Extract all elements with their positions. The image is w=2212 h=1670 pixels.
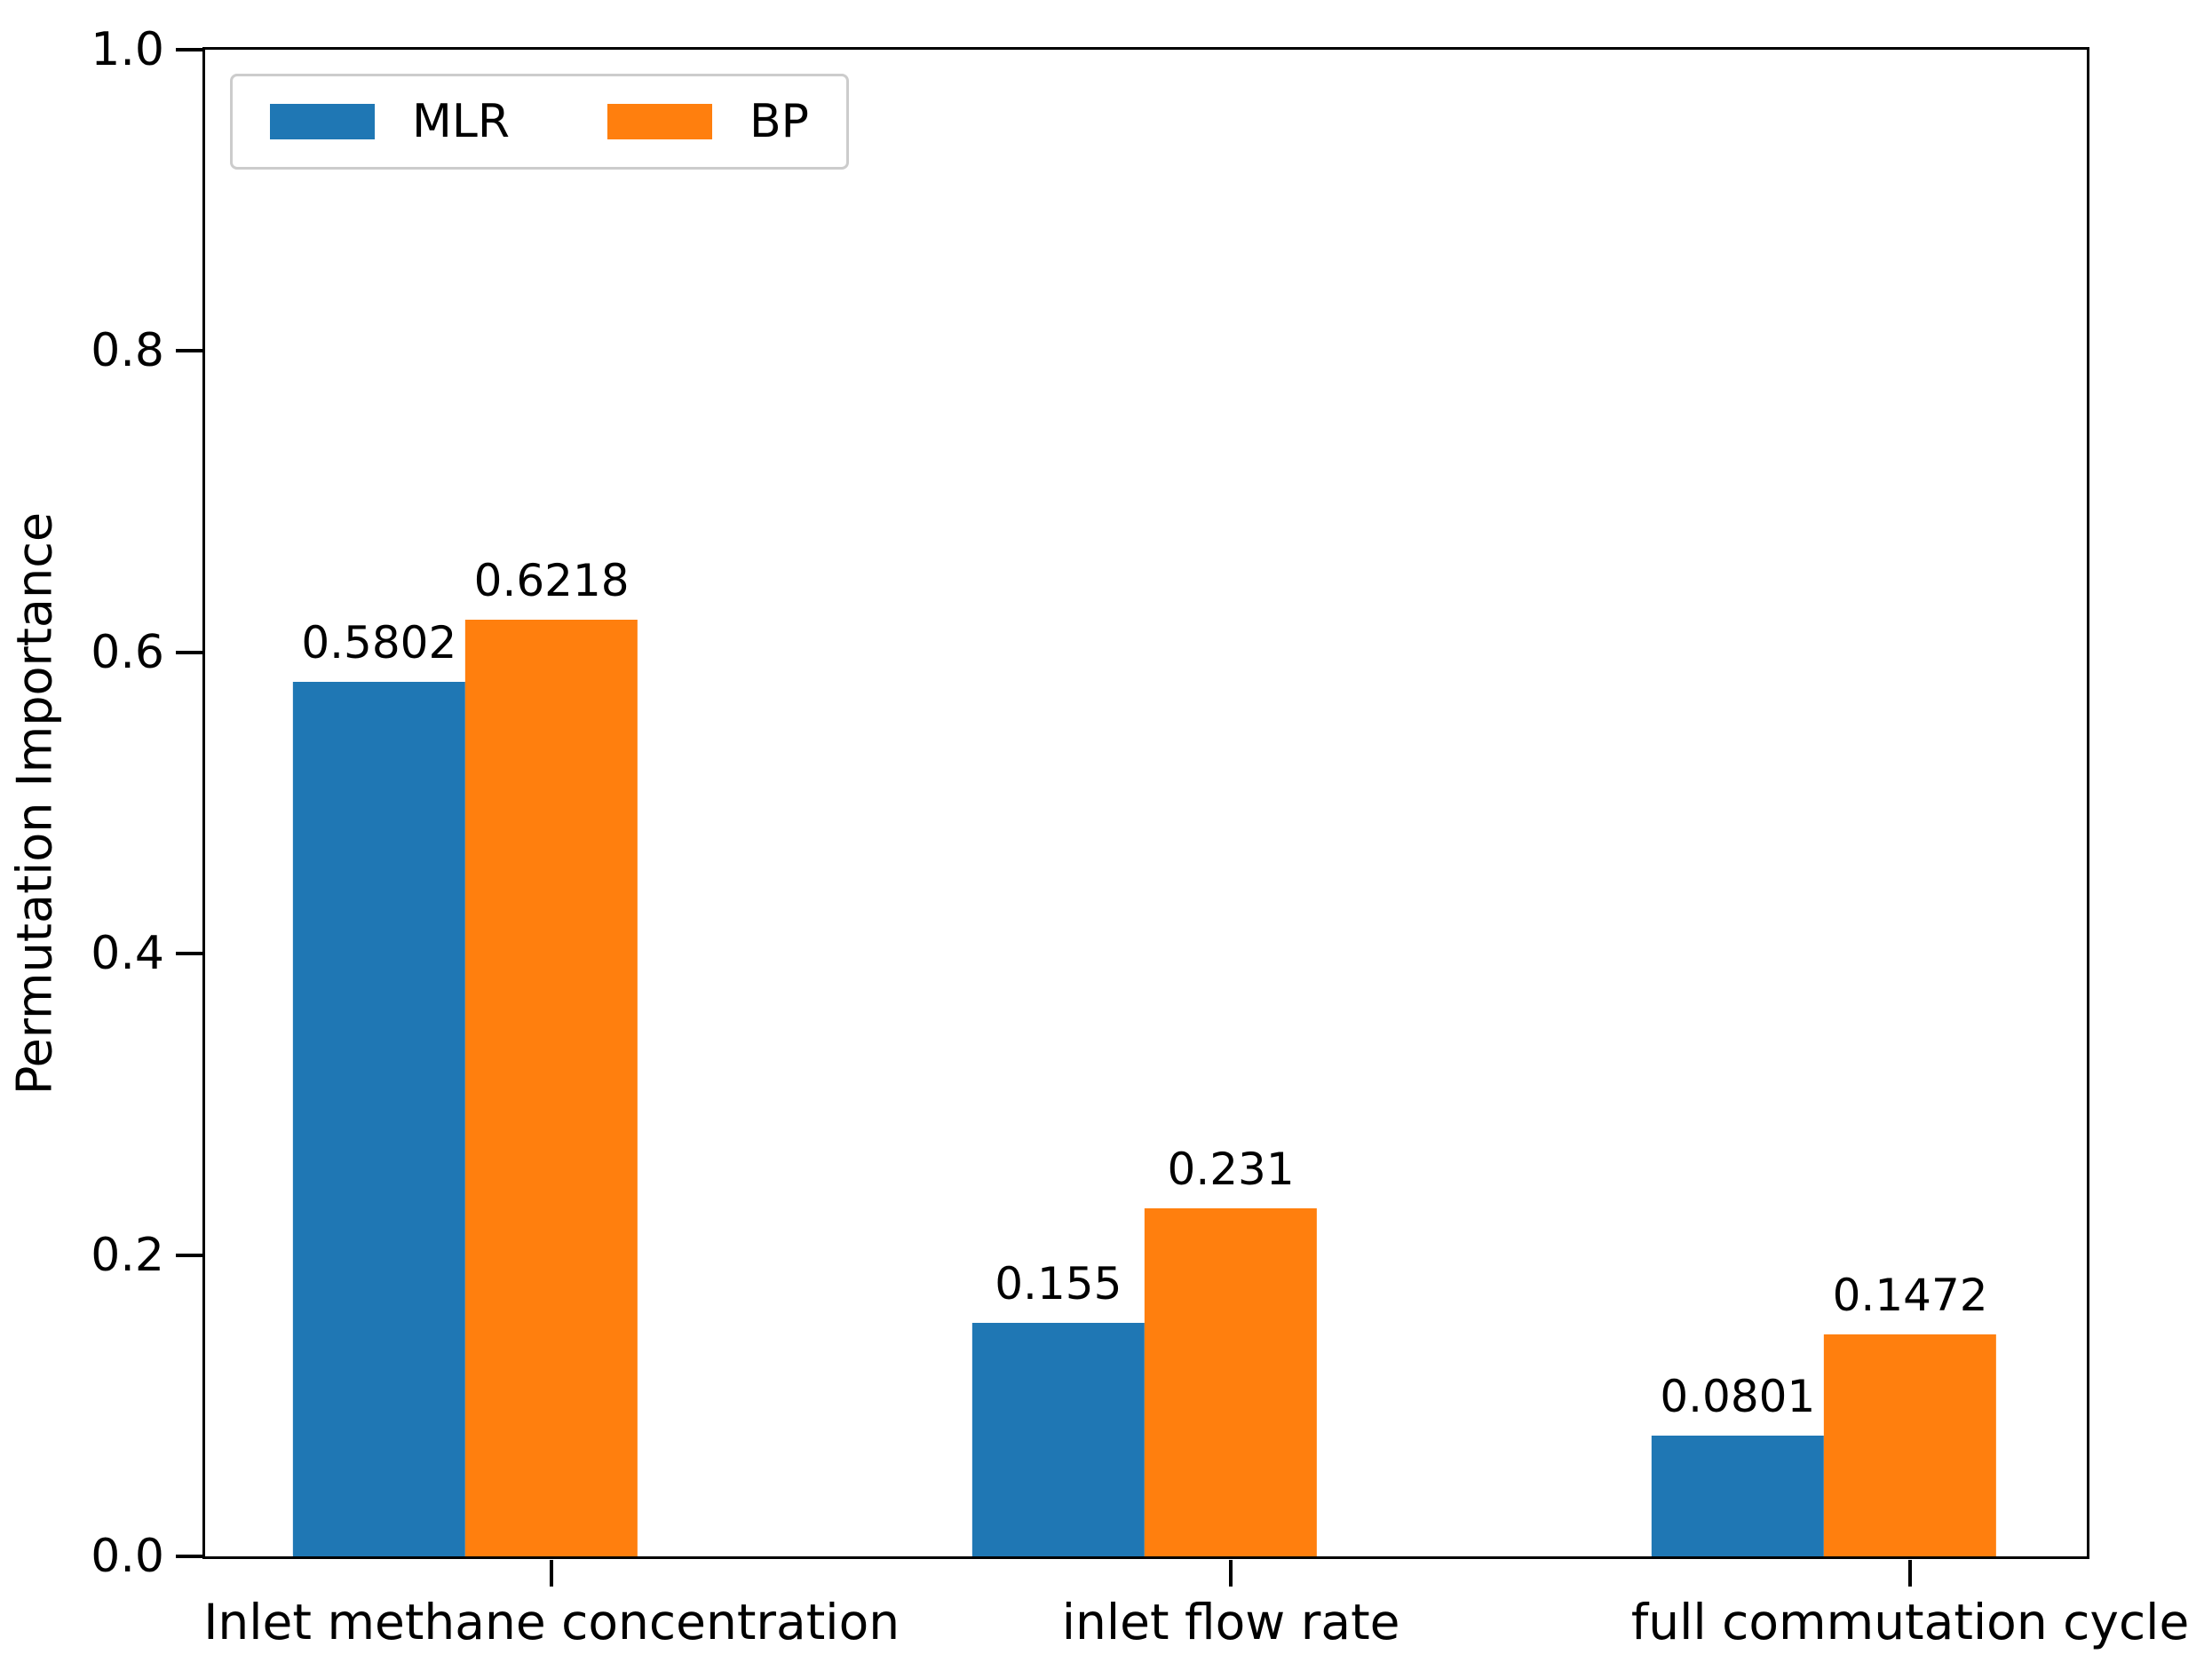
legend-label: BP: [749, 95, 809, 148]
x-tick-label: Inlet methane concentration: [203, 1594, 900, 1650]
y-tick-label: 0.2: [91, 1228, 164, 1282]
legend-entry-mlr: MLR: [270, 99, 510, 145]
legend-entry-bp: BP: [607, 99, 809, 145]
x-tick-mark: [1229, 1560, 1233, 1587]
bar-value-label: 0.1472: [1832, 1270, 1988, 1322]
x-tick-mark: [550, 1560, 554, 1587]
x-tick-label: full commutation cycle: [1630, 1594, 2190, 1650]
bar-mlr: [292, 682, 465, 1556]
bar-bp: [1144, 1208, 1318, 1556]
y-tick-mark: [176, 1253, 202, 1257]
bar-mlr: [1651, 1436, 1824, 1556]
bar-value-label: 0.6218: [473, 554, 630, 606]
x-tick-label: inlet flow rate: [1061, 1594, 1400, 1650]
legend: MLR BP: [230, 74, 849, 170]
y-tick-mark: [176, 349, 202, 353]
bar-value-label: 0.0801: [1660, 1371, 1816, 1423]
legend-swatch-bp: [607, 104, 712, 139]
y-tick-mark: [176, 650, 202, 654]
bar-bp: [464, 619, 638, 1556]
y-tick-label: 0.4: [91, 927, 164, 981]
bar-bp: [1823, 1334, 1997, 1556]
y-tick-label: 0.6: [91, 625, 164, 679]
x-tick-mark: [1908, 1560, 1913, 1587]
legend-label: MLR: [412, 95, 510, 148]
y-tick-mark: [176, 952, 202, 956]
y-tick-label: 1.0: [91, 23, 164, 76]
plot-area: Permutation Importance 0.0 0.2 0.4 0.6 0.8 1.…: [7, 23, 2190, 1650]
bar-value-label: 0.231: [1167, 1144, 1295, 1195]
y-tick-mark: [176, 48, 202, 51]
y-tick-label: 0.0: [91, 1530, 164, 1583]
legend-swatch-mlr: [270, 104, 375, 139]
y-axis-label: Permutation Importance: [6, 511, 63, 1095]
bar-value-label: 0.5802: [301, 617, 457, 669]
y-tick-mark: [176, 1555, 202, 1558]
bar-mlr: [971, 1322, 1145, 1556]
bar-value-label: 0.155: [995, 1257, 1122, 1310]
y-tick-label: 0.8: [91, 324, 164, 378]
